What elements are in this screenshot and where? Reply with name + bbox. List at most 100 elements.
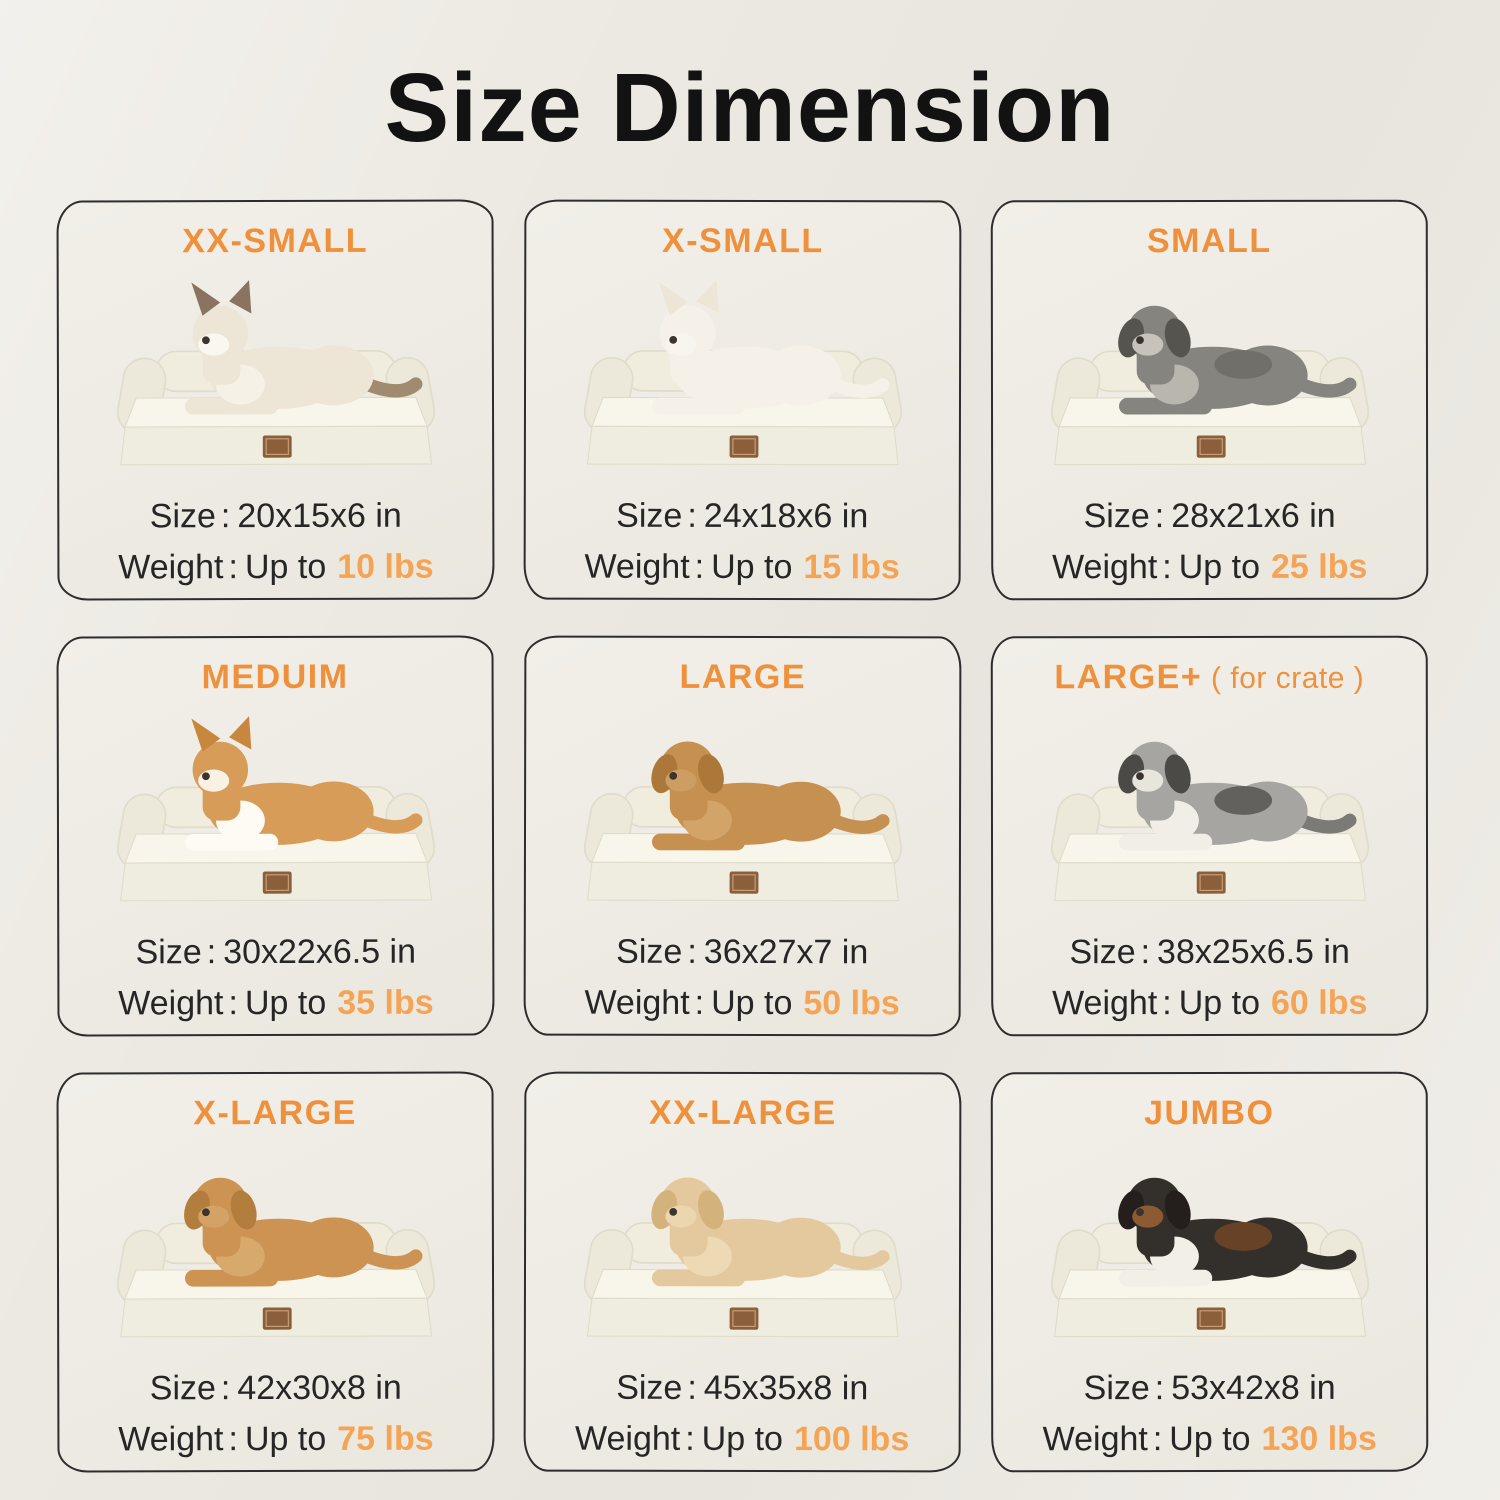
weight-value: 35 lbs	[337, 983, 434, 1022]
up-to-label: Up to	[701, 1419, 784, 1459]
size-card: X-LARGE Size:42x30x8 in Weight: Up to 75 l…	[56, 1071, 495, 1473]
weight-spec-line: Weight: Up to 100 lbs	[575, 1414, 909, 1466]
size-card-title: XX-SMALL	[182, 222, 368, 261]
size-label: Size	[1083, 1369, 1150, 1408]
weight-value: 50 lbs	[803, 984, 900, 1023]
size-card-title: LARGE+ ( for crate )	[1054, 658, 1364, 697]
size-name-label: XX-LARGE	[648, 1093, 837, 1133]
australian-shepherd-dog-photo	[1018, 705, 1400, 928]
weight-label: Weight	[118, 548, 224, 587]
size-label: Size	[149, 1369, 216, 1408]
colon: :	[228, 548, 238, 587]
spec-lines: Size:45x35x8 in Weight: Up to 100 lbs	[575, 1363, 909, 1466]
labrador-dog-photo	[551, 1141, 933, 1364]
colon: :	[1154, 1369, 1165, 1408]
colon: :	[220, 497, 231, 536]
pomeranian-dog-photo	[551, 269, 933, 492]
weight-value: 60 lbs	[1270, 983, 1368, 1022]
size-spec-line: Size:53x42x8 in	[1043, 1363, 1377, 1414]
size-label: Size	[1069, 933, 1136, 972]
colon: :	[1154, 497, 1165, 536]
weight-label: Weight	[1052, 984, 1158, 1023]
colon: :	[687, 496, 697, 535]
size-spec-line: Size:28x21x6 in	[1052, 491, 1367, 542]
weight-spec-line: Weight: Up to 130 lbs	[1043, 1414, 1377, 1465]
spec-lines: Size:30x22x6.5 in Weight: Up to 35 lbs	[118, 927, 434, 1030]
weight-spec-line: Weight: Up to 50 lbs	[584, 978, 899, 1030]
weight-value: 100 lbs	[793, 1420, 910, 1459]
size-card-title: XX-LARGE	[649, 1094, 837, 1133]
size-label: Size	[616, 1368, 683, 1407]
spec-lines: Size:28x21x6 in Weight: Up to 25 lbs	[1052, 491, 1367, 593]
pet-on-bed-illustration	[116, 280, 435, 466]
colon: :	[228, 1420, 238, 1459]
size-value: 38x25x6.5 in	[1157, 932, 1350, 972]
size-name-label: JUMBO	[1144, 1093, 1275, 1133]
colon: :	[694, 547, 705, 586]
size-card-title: X-SMALL	[662, 222, 824, 261]
colon: :	[220, 1369, 231, 1408]
size-card: JUMBO Size:53x42x8 in Weight: Up to 130 lb…	[990, 1071, 1429, 1473]
colon: :	[694, 983, 705, 1022]
size-spec-line: Size:42x30x8 in	[118, 1363, 433, 1415]
size-name-label: X-SMALL	[661, 221, 824, 261]
spec-lines: Size:36x27x7 in Weight: Up to 50 lbs	[584, 927, 900, 1030]
size-spec-line: Size:24x18x6 in	[585, 491, 900, 543]
pet-on-bed-illustration	[1050, 741, 1369, 902]
weight-spec-line: Weight: Up to 25 lbs	[1052, 542, 1367, 593]
up-to-label: Up to	[244, 547, 327, 587]
weight-value: 25 lbs	[1270, 547, 1368, 586]
weight-spec-line: Weight: Up to 60 lbs	[1052, 978, 1367, 1029]
weight-spec-line: Weight: Up to 10 lbs	[118, 542, 433, 594]
spec-lines: Size:42x30x8 in Weight: Up to 75 lbs	[118, 1363, 434, 1466]
weight-value: 15 lbs	[803, 548, 900, 587]
size-name-label: LARGE	[679, 657, 807, 697]
size-name-label: XX-SMALL	[182, 221, 369, 261]
size-value: 42x30x8 in	[237, 1368, 402, 1408]
weight-label: Weight	[1052, 548, 1158, 587]
size-value: 20x15x6 in	[237, 496, 402, 536]
ragdoll-cat-photo	[84, 269, 467, 492]
spec-lines: Size:20x15x6 in Weight: Up to 10 lbs	[118, 491, 434, 594]
colon: :	[206, 933, 217, 972]
size-card: XX-LARGE Size:45x35x8 in Weight: Up to 100…	[523, 1071, 962, 1473]
up-to-label: Up to	[1178, 983, 1261, 1023]
colon: :	[685, 1419, 695, 1458]
size-value: 36x27x7 in	[703, 932, 869, 972]
weight-spec-line: Weight: Up to 75 lbs	[118, 1414, 433, 1466]
size-label: Size	[1083, 497, 1150, 536]
spec-lines: Size:53x42x8 in Weight: Up to 130 lbs	[1043, 1363, 1377, 1465]
size-card-title: JUMBO	[1144, 1094, 1274, 1133]
size-card-title: X-LARGE	[193, 1094, 357, 1133]
bernese-mountain-dog-photo	[1018, 1141, 1400, 1364]
size-value: 30x22x6.5 in	[223, 932, 417, 972]
pet-on-bed-illustration	[1050, 1177, 1369, 1338]
pet-on-bed-illustration	[583, 1177, 902, 1338]
size-card-title: SMALL	[1147, 222, 1272, 261]
up-to-label: Up to	[711, 547, 793, 587]
corgi-dog-photo	[84, 705, 467, 928]
colon: :	[1162, 548, 1172, 587]
size-value: 45x35x8 in	[703, 1368, 869, 1408]
weight-label: Weight	[584, 983, 690, 1022]
colon: :	[687, 1368, 697, 1407]
size-spec-line: Size:45x35x8 in	[575, 1363, 909, 1415]
weight-label: Weight	[118, 984, 224, 1023]
weight-label: Weight	[574, 1419, 681, 1458]
size-spec-line: Size:36x27x7 in	[585, 927, 900, 979]
weight-spec-line: Weight: Up to 35 lbs	[118, 978, 433, 1030]
weight-label: Weight	[1042, 1420, 1148, 1459]
size-card: X-SMALL Size:24x18x6 in Weight: Up to 15 l…	[523, 199, 962, 601]
pet-on-bed-illustration	[116, 1177, 435, 1338]
golden-retriever-dog-photo	[84, 1141, 467, 1364]
size-name-label: LARGE+	[1054, 658, 1203, 697]
size-card: MEDUIM Size:30x22x6.5 in Weight: Up to 35 …	[56, 635, 495, 1037]
pet-on-bed-illustration	[583, 280, 902, 466]
size-value: 28x21x6 in	[1171, 496, 1336, 536]
up-to-label: Up to	[1178, 547, 1261, 587]
up-to-label: Up to	[244, 1419, 327, 1459]
size-label: Size	[616, 496, 683, 535]
spec-lines: Size:24x18x6 in Weight: Up to 15 lbs	[584, 491, 900, 594]
size-card-title: LARGE	[680, 658, 807, 697]
colon: :	[1152, 1420, 1163, 1459]
